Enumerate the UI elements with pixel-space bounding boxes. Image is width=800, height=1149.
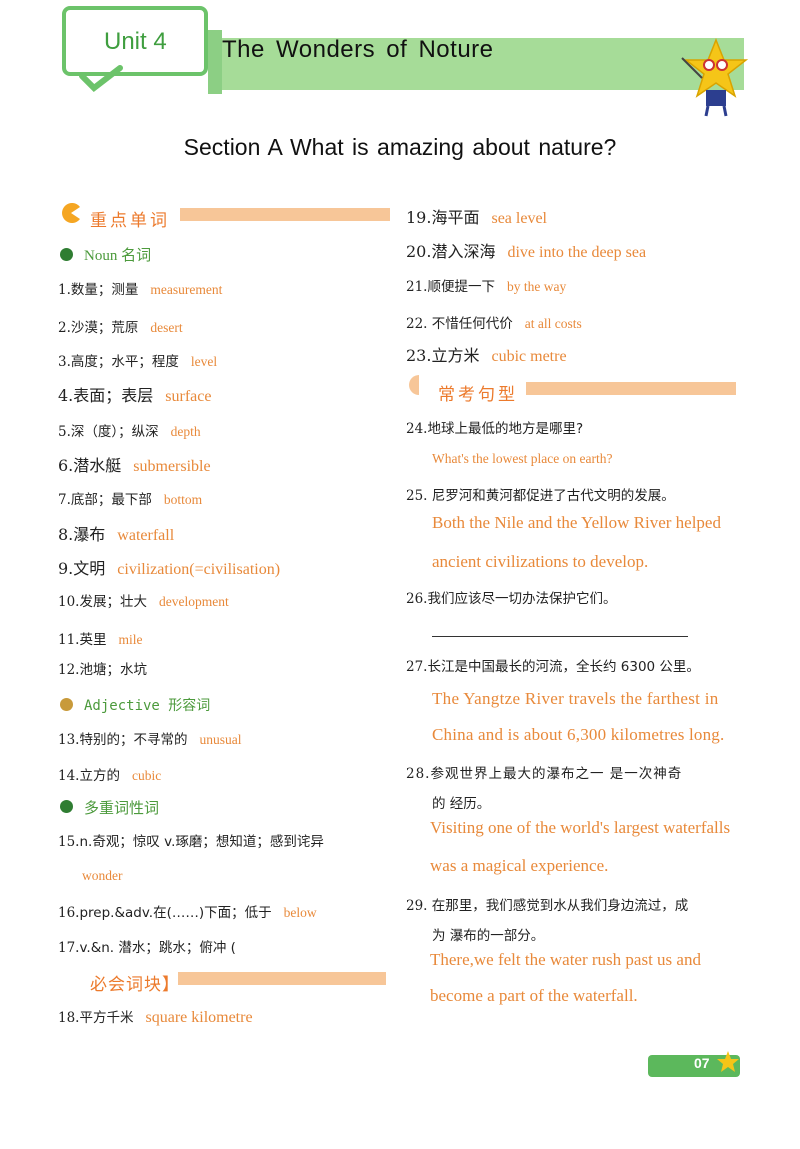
list-item: 15.n.奇观；惊叹 v.琢磨；想知道；感到诧异	[58, 834, 324, 850]
pacman-icon	[62, 203, 80, 223]
title-banner	[222, 38, 744, 90]
list-item: 4.表面；表层 surface	[58, 386, 212, 405]
sentence-item: 28.参观世界上最大的瀑布之一 是一次神奇	[406, 766, 683, 782]
unit-title: The Wonders of Noture	[222, 36, 494, 63]
list-item: 17.v.&n. 潜水；跳水；俯冲 (	[58, 940, 236, 956]
page-number: 07	[694, 1055, 710, 1071]
list-item: wonder	[82, 868, 123, 883]
list-item: 6.潜水艇 submersible	[58, 456, 211, 475]
list-item: 7.底部；最下部 bottom	[58, 492, 203, 508]
sentence-answer: There,we felt the water rush past us and	[430, 950, 701, 969]
sentence-item: 25. 尼罗河和黄河都促进了古代文明的发展。	[406, 488, 675, 504]
sentence-item: 24.地球上最低的地方是哪里?	[406, 421, 584, 437]
list-item: 9.文明 civilization(=civilisation)	[58, 559, 281, 578]
list-item: 19.海平面 sea level	[406, 208, 547, 227]
half-circle-icon	[409, 375, 419, 395]
unit-label: Unit 4	[104, 28, 167, 55]
sentence-answer: China and is about 6,300 kilometres long…	[432, 725, 725, 744]
must-know-header-bar	[178, 972, 386, 985]
sentence-answer: The Yangtze River travels the farthest i…	[432, 689, 719, 708]
sentence-answer: Both the Nile and the Yellow River helpe…	[432, 513, 721, 532]
adjective-label: Adjective 形容词	[84, 698, 211, 714]
adjective-dot-icon	[60, 698, 73, 711]
list-item: 5.深（度）；纵深 depth	[58, 424, 201, 440]
vocab-header-bar	[180, 208, 390, 221]
list-item: 3.高度；水平；程度 level	[58, 354, 218, 370]
sentence-answer: Visiting one of the world's largest wate…	[430, 818, 731, 837]
list-item: 22. 不惜任何代价 at all costs	[406, 316, 582, 332]
must-know-header: 必会词块】	[90, 975, 180, 995]
sentence-item-cont: 为 瀑布的一部分。	[432, 928, 545, 944]
list-item: 1.数量；测量 measurement	[58, 282, 223, 298]
vocab-header: 重点单词	[90, 211, 170, 231]
sentence-item-cont: 的 经历。	[432, 796, 491, 812]
noun-dot-icon	[60, 248, 73, 261]
list-item: 16.prep.&adv.在(……)下面；低于 below	[58, 905, 317, 921]
answer-blank-line	[432, 636, 688, 637]
sentence-item: 27.长江是中国最长的河流，全长约 6300 公里。	[406, 659, 700, 675]
section-title: Section A What is amazing about nature?	[183, 134, 617, 160]
sentence-item: 26.我们应该尽一切办法保护它们。	[406, 591, 617, 607]
noun-label: Noun 名词	[84, 248, 152, 264]
star-icon	[717, 1051, 739, 1072]
list-item: 8.瀑布 waterfall	[58, 525, 175, 544]
list-item: 21.顺便提一下 by the way	[406, 279, 567, 295]
sentence-answer: What's the lowest place on earth?	[432, 451, 613, 466]
sentence-header: 常考句型	[438, 385, 518, 405]
checkmark-icon	[79, 65, 123, 92]
title-divider	[208, 30, 222, 94]
sentence-header-bar	[526, 382, 736, 395]
unit-tab: Unit 4	[62, 6, 208, 76]
list-item: 12.池塘；水坑	[58, 662, 147, 678]
multi-label: 多重词性词	[84, 799, 160, 817]
list-item: 14.立方的 cubic	[58, 768, 162, 784]
list-item: 23.立方米 cubic metre	[406, 346, 567, 365]
list-item: 11.英里 mile	[58, 632, 143, 648]
sentence-answer: become a part of the waterfall.	[430, 986, 638, 1005]
multi-dot-icon	[60, 800, 73, 813]
star-mascot-icon	[681, 38, 748, 117]
list-item: 2.沙漠；荒原 desert	[58, 320, 183, 336]
list-item: 13.特别的；不寻常的 unusual	[58, 732, 242, 748]
list-item: 18.平方千米 square kilometre	[58, 1009, 253, 1026]
sentence-answer: was a magical experience.	[430, 856, 609, 875]
sentence-item: 29. 在那里，我们感觉到水从我们身边流过，成	[406, 898, 689, 914]
list-item: 20.潜入深海 dive into the deep sea	[406, 242, 647, 261]
page-badge	[648, 1055, 740, 1077]
list-item: 10.发展；壮大 development	[58, 594, 229, 610]
sentence-answer: ancient civilizations to develop.	[432, 552, 649, 571]
